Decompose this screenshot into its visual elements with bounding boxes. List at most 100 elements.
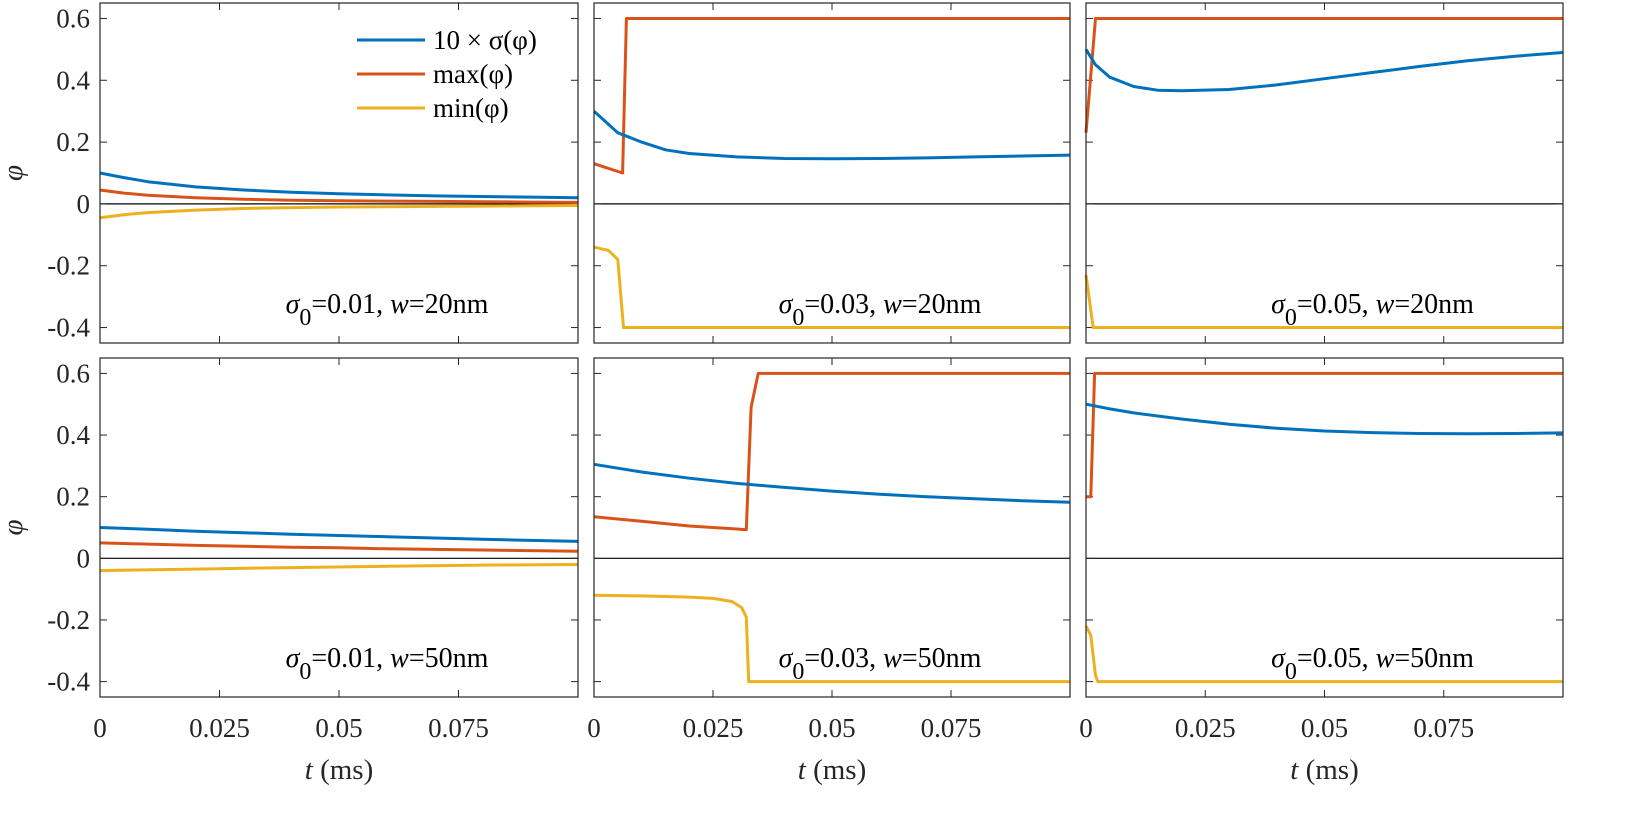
- x-axis-label-var: t: [1290, 754, 1299, 786]
- annotation-value: =0.03,: [804, 289, 883, 320]
- panel-annotation: σ0=0.05, w=50nm: [1271, 643, 1474, 685]
- annotation-value: =0.01,: [311, 643, 390, 674]
- legend-label-max: max(φ): [433, 59, 513, 89]
- x-tick-label: 0.05: [808, 713, 855, 743]
- panel-4: 0.6 0.4 0.2 0 -0.2 -0.4 φ 0 0.025 0.05 0.075 t (ms)…: [0, 357, 579, 786]
- annotation-w: w: [883, 289, 902, 320]
- x-tick-label: 0: [587, 713, 601, 743]
- x-axis-label-var: t: [305, 754, 314, 786]
- legend-label-min: min(φ): [433, 93, 509, 123]
- y-tick-label: 0.6: [56, 3, 90, 33]
- annotation-sigma: σ: [1271, 643, 1286, 674]
- series-line-sigma10: [592, 110, 1071, 161]
- y-tick-label: 0.4: [56, 420, 90, 450]
- series-line-min: [593, 245, 1070, 329]
- x-axis-label: t (ms): [1290, 754, 1358, 786]
- x-tick-label: 0.025: [189, 713, 250, 743]
- series-line-max: [99, 541, 579, 553]
- annotation-w-value: =20nm: [409, 289, 489, 320]
- annotation-sigma: σ: [286, 643, 301, 674]
- x-axis-label-var: t: [798, 754, 807, 786]
- series-line-sigma10: [1085, 402, 1564, 436]
- series-line-sigma10: [99, 526, 579, 543]
- axes-box: [99, 2, 579, 344]
- annotation-subscript: 0: [792, 659, 804, 685]
- y-tick-label: 0.2: [56, 482, 90, 512]
- x-tick-label: 0: [1079, 713, 1093, 743]
- axes-box: [99, 357, 579, 698]
- series-line-sigma10: [1084, 48, 1564, 93]
- y-axis-label: φ: [0, 519, 29, 535]
- annotation-w-value: =50nm: [902, 643, 982, 674]
- annotation-subscript: 0: [792, 305, 804, 331]
- axes-box: [1085, 2, 1564, 344]
- series-line-min: [99, 204, 579, 220]
- y-tick-label: -0.2: [47, 605, 90, 635]
- annotation-value: =0.03,: [804, 643, 883, 674]
- x-tick-label: 0.05: [315, 713, 362, 743]
- x-axis-label-unit: (ms): [806, 754, 866, 786]
- annotation-w: w: [883, 643, 902, 674]
- x-tick-label: 0.075: [921, 713, 982, 743]
- annotation-sigma: σ: [286, 289, 301, 320]
- panel-3: σ0=0.05, w=20nm: [1084, 2, 1564, 344]
- annotation-w-value: =50nm: [409, 643, 489, 674]
- panel-annotation: σ0=0.05, w=20nm: [1271, 289, 1474, 331]
- panel-annotation: σ0=0.03, w=50nm: [779, 643, 982, 685]
- x-axis-label: t (ms): [798, 754, 866, 786]
- y-tick-label: 0.4: [56, 65, 90, 95]
- y-tick-label: 0.6: [56, 358, 90, 388]
- legend-label-sigma10: 10 × σ(φ): [433, 25, 537, 55]
- y-tick-label: 0: [77, 189, 91, 219]
- y-tick-label: -0.4: [47, 667, 90, 697]
- x-axis-label-unit: (ms): [1298, 754, 1358, 786]
- annotation-subscript: 0: [299, 305, 311, 331]
- x-tick-label: 0.05: [1301, 713, 1348, 743]
- axes-box: [593, 357, 1071, 698]
- series-line-min: [593, 593, 1070, 684]
- y-tick-label: -0.2: [47, 251, 90, 281]
- annotation-subscript: 0: [299, 659, 311, 685]
- annotation-value: =0.01,: [311, 289, 390, 320]
- series-line-max: [99, 188, 579, 204]
- annotation-w-value: =20nm: [902, 289, 982, 320]
- series-line-max: [593, 371, 1070, 532]
- series-line-min: [1084, 625, 1563, 684]
- y-axis-label: φ: [0, 165, 29, 181]
- annotation-subscript: 0: [1285, 305, 1297, 331]
- x-tick-label: 0.075: [428, 713, 489, 743]
- panel-annotation: σ0=0.01, w=20nm: [286, 289, 489, 331]
- series-line-min: [99, 563, 579, 573]
- annotation-w-value: =20nm: [1394, 289, 1474, 320]
- y-tick-label: 0: [77, 543, 91, 573]
- annotation-value: =0.05,: [1297, 643, 1376, 674]
- panel-annotation: σ0=0.03, w=20nm: [779, 289, 982, 331]
- annotation-sigma: σ: [1271, 289, 1286, 320]
- annotation-w: w: [1376, 289, 1395, 320]
- annotation-w-value: =50nm: [1394, 643, 1474, 674]
- x-tick-label: 0: [93, 713, 107, 743]
- legend: 10 × σ(φ) max(φ) min(φ): [357, 25, 537, 123]
- series-line-sigma10: [99, 171, 579, 200]
- x-axis-label-unit: (ms): [313, 754, 373, 786]
- axes-box: [593, 2, 1071, 344]
- annotation-w: w: [1376, 643, 1395, 674]
- annotation-w: w: [390, 289, 409, 320]
- y-tick-label: -0.4: [47, 313, 90, 343]
- annotation-value: =0.05,: [1297, 289, 1376, 320]
- y-tick-label: 0.2: [56, 127, 90, 157]
- x-axis-label: t (ms): [305, 754, 373, 786]
- panel-annotation: σ0=0.01, w=50nm: [286, 643, 489, 685]
- series-line-min: [1084, 274, 1563, 329]
- annotation-sigma: σ: [779, 289, 794, 320]
- series-line-max: [1086, 371, 1563, 499]
- series-line-sigma10: [593, 462, 1071, 504]
- x-tick-label: 0.025: [683, 713, 744, 743]
- panel-2: σ0=0.03, w=20nm: [592, 2, 1071, 344]
- annotation-sigma: σ: [779, 643, 794, 674]
- series-line-max: [593, 17, 1070, 175]
